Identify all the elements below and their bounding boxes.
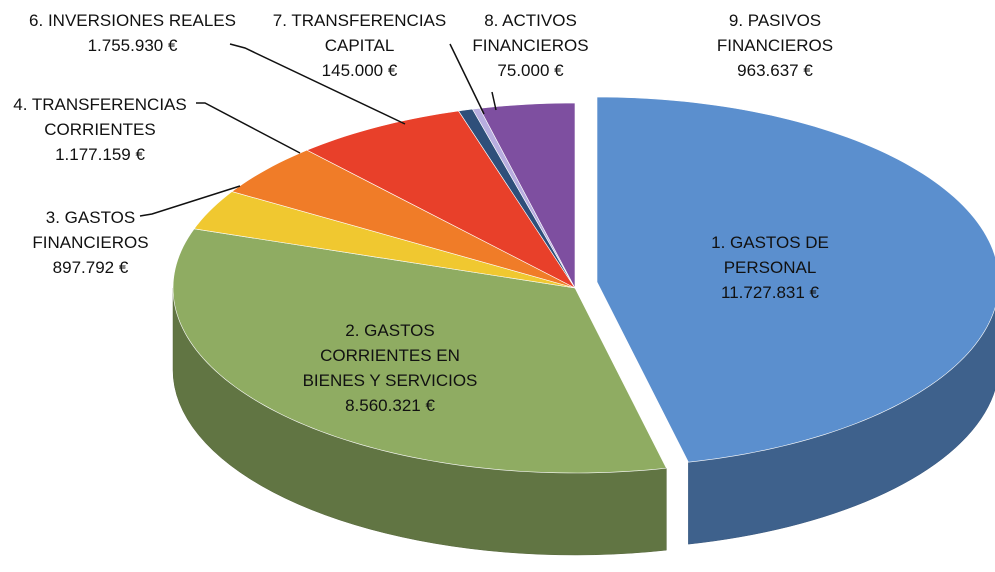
category-label: 9. PASIVOS FINANCIEROS <box>716 11 834 55</box>
slice-label: 3. GASTOS FINANCIEROS 897.792 € <box>18 205 163 280</box>
category-label: 2. GASTOS CORRIENTES EN BIENES Y SERVICI… <box>302 321 478 390</box>
value-label: 963.637 € <box>737 61 813 80</box>
value-label: 145.000 € <box>321 61 398 80</box>
pie-slice <box>306 110 576 289</box>
slice-label: 2. GASTOS CORRIENTES EN BIENES Y SERVICI… <box>295 318 485 418</box>
category-label: 6. INVERSIONES REALES <box>29 11 236 30</box>
slice-label: 9. PASIVOS FINANCIEROS 963.637 € <box>705 8 845 83</box>
leader-line <box>449 43 485 115</box>
pie-slice <box>172 228 667 474</box>
slice-label: 1. GASTOS DE PERSONAL 11.727.831 € <box>695 230 845 305</box>
value-label: 8.560.321 € <box>345 396 435 415</box>
slice-label: 8. ACTIVOS FINANCIEROS 75.000 € <box>468 8 593 83</box>
pie-slice <box>596 96 995 463</box>
value-label: 1.755.930 € <box>87 36 178 55</box>
value-label: 11.727.831 € <box>721 283 819 302</box>
value-label: 75.000 € <box>497 61 564 80</box>
slice-label: 4. TRANSFERENCIAS CORRIENTES 1.177.159 € <box>0 92 200 167</box>
leader-line <box>196 102 301 154</box>
category-label: 8. ACTIVOS FINANCIEROS <box>472 11 589 55</box>
slice-label: 7. TRANSFERENCIAS CAPITAL 145.000 € <box>262 8 457 83</box>
leader-line <box>139 185 241 217</box>
leader-line <box>229 43 406 125</box>
category-label: 3. GASTOS FINANCIEROS <box>32 208 149 252</box>
value-label: 897.792 € <box>52 258 129 277</box>
pie-slice <box>479 102 576 289</box>
leader-line <box>491 91 497 111</box>
category-label: 7. TRANSFERENCIAS CAPITAL <box>272 11 447 55</box>
category-label: 4. TRANSFERENCIAS CORRIENTES <box>13 95 187 139</box>
slice-label: 6. INVERSIONES REALES 1.755.930 € <box>10 8 255 58</box>
pie-slice <box>193 191 576 289</box>
value-label: 1.177.159 € <box>55 145 145 164</box>
category-label: 1. GASTOS DE PERSONAL <box>711 233 829 277</box>
